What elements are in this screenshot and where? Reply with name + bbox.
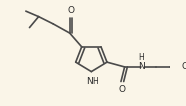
Text: H: H bbox=[92, 77, 98, 86]
Text: O: O bbox=[181, 62, 186, 71]
Text: N: N bbox=[138, 62, 145, 71]
Text: O: O bbox=[119, 85, 126, 94]
Text: H: H bbox=[138, 53, 144, 62]
Text: O: O bbox=[68, 6, 75, 15]
Text: N: N bbox=[86, 77, 93, 86]
